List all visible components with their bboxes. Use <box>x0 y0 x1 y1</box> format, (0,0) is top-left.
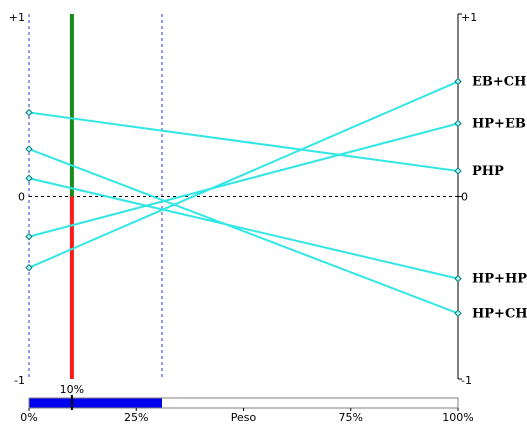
alternative-start-marker <box>25 232 33 241</box>
right-axis-ticks <box>458 13 462 380</box>
y-tick-label-right: -1 <box>461 374 472 387</box>
y-tick-label-right: +1 <box>461 11 477 24</box>
x-tick-label: 25% <box>124 411 148 424</box>
x-axis-title: Peso <box>231 411 257 424</box>
alternative-lines <box>28 80 459 315</box>
alternative-line <box>28 111 459 172</box>
y-tick-label-left: -1 <box>14 374 25 387</box>
x-axis-tick-labels: 0% 25% 75% 100% <box>20 411 473 424</box>
current-weight-label: 10% <box>60 383 84 396</box>
alternative-end-marker <box>454 309 462 318</box>
y-tick-label-left: 0 <box>18 191 25 204</box>
alternative-start-marker <box>25 108 33 117</box>
alternative-line <box>28 148 459 315</box>
x-tick-label: 100% <box>442 411 473 424</box>
x-tick-label: 0% <box>20 411 37 424</box>
alternative-end-marker <box>454 167 462 175</box>
y-axis-tick-labels: +1 +1 0 0 -1 -1 <box>9 11 477 387</box>
weight-slider[interactable] <box>28 395 459 411</box>
alternative-labels: EB+CH HP+EB PHP HP+HP HP+CH <box>472 75 527 322</box>
alternative-label: HP+HP <box>472 272 527 287</box>
alternative-end-marker <box>454 77 462 86</box>
alternative-start-marker <box>25 145 33 153</box>
alternative-line <box>28 80 459 269</box>
y-tick-label-left: +1 <box>9 11 25 24</box>
alternative-line <box>28 177 459 280</box>
alternative-markers <box>25 77 462 318</box>
alternative-label: EB+CH <box>472 75 526 90</box>
alternative-label: HP+CH <box>472 306 527 321</box>
alternative-line <box>28 122 459 238</box>
slider-fill <box>29 398 162 408</box>
x-tick-label: 75% <box>339 411 363 424</box>
alternative-end-marker <box>454 119 462 128</box>
alternative-start-marker <box>25 263 33 272</box>
alternative-label: HP+EB <box>472 117 526 132</box>
y-tick-label-right: 0 <box>461 191 468 204</box>
alternative-label: PHP <box>472 164 504 179</box>
alternative-start-marker <box>25 174 33 182</box>
alternative-end-marker <box>454 274 462 283</box>
